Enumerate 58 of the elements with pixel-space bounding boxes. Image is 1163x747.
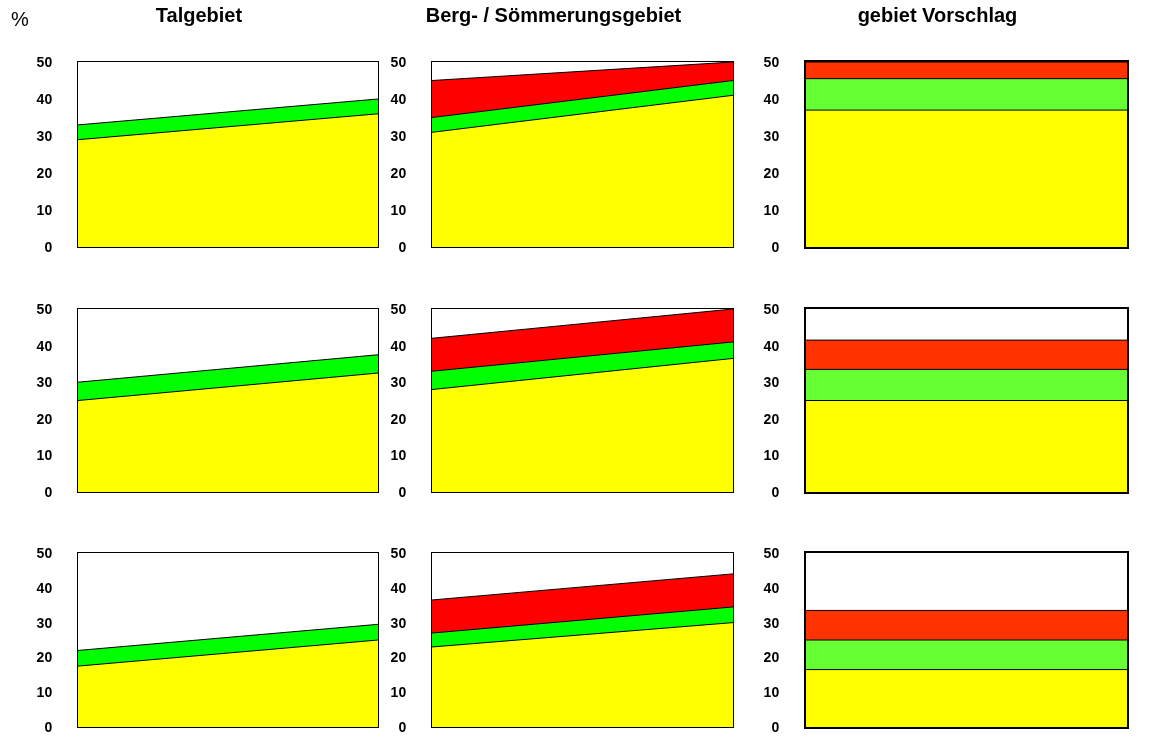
y-tick-label: 50 bbox=[763, 544, 780, 561]
y-tick-label: 40 bbox=[763, 579, 780, 596]
y-tick-label: 50 bbox=[36, 53, 53, 70]
y-tick-label: 50 bbox=[36, 300, 53, 317]
y-tick-label: 10 bbox=[36, 684, 53, 701]
y-tick-label: 30 bbox=[390, 127, 407, 144]
y-tick-label: 10 bbox=[36, 201, 53, 218]
y-tick-label: 0 bbox=[44, 483, 53, 500]
y-tick-label: 10 bbox=[390, 684, 407, 701]
y-tick-label: 20 bbox=[36, 164, 53, 181]
chart-title: Talgebiet bbox=[155, 4, 243, 26]
y-tick-label: 10 bbox=[390, 447, 407, 464]
y-tick-label: 20 bbox=[390, 164, 407, 181]
y-tick-label: 0 bbox=[398, 483, 407, 500]
y-tick-label: 40 bbox=[390, 90, 407, 107]
y-tick-label: 0 bbox=[771, 483, 780, 500]
y-tick-label: 0 bbox=[44, 238, 53, 255]
y-tick-label: 10 bbox=[763, 201, 780, 218]
y-tick-label: 0 bbox=[398, 238, 407, 255]
y-tick-label: 40 bbox=[36, 90, 53, 107]
y-tick-label: 0 bbox=[771, 238, 780, 255]
y-tick-label: 50 bbox=[390, 300, 407, 317]
y-tick-label: 50 bbox=[390, 544, 407, 561]
y-tick-label: 30 bbox=[763, 614, 780, 631]
y-tick-label: 40 bbox=[390, 337, 407, 354]
y-tick-label: 20 bbox=[36, 410, 53, 427]
y-tick-label: 20 bbox=[763, 164, 780, 181]
y-tick-label: 20 bbox=[390, 410, 407, 427]
y-tick-label: 10 bbox=[390, 201, 407, 218]
y-tick-label: 10 bbox=[36, 447, 53, 464]
chart-title: gebiet Vorschlag bbox=[857, 4, 1018, 26]
y-tick-label: 50 bbox=[390, 53, 407, 70]
y-tick-label: 0 bbox=[398, 718, 407, 735]
y-tick-label: 10 bbox=[763, 447, 780, 464]
y-tick-label: 20 bbox=[763, 410, 780, 427]
y-tick-label: 30 bbox=[36, 374, 53, 391]
y-tick-label: 40 bbox=[763, 90, 780, 107]
chart-title: Berg- / Sömmerungsgebiet bbox=[425, 4, 682, 26]
y-tick-label: 20 bbox=[36, 649, 53, 666]
y-tick-label: 40 bbox=[390, 579, 407, 596]
y-tick-label: 10 bbox=[763, 684, 780, 701]
y-tick-label: 30 bbox=[390, 374, 407, 391]
y-tick-label: 50 bbox=[763, 300, 780, 317]
y-tick-label: 30 bbox=[763, 127, 780, 144]
y-tick-label: 40 bbox=[36, 337, 53, 354]
y-tick-label: 0 bbox=[44, 718, 53, 735]
y-tick-label: 40 bbox=[36, 579, 53, 596]
y-tick-label: 50 bbox=[36, 544, 53, 561]
y-tick-label: 30 bbox=[36, 614, 53, 631]
y-tick-label: 30 bbox=[763, 374, 780, 391]
y-tick-label: 20 bbox=[763, 649, 780, 666]
y-tick-label: 0 bbox=[771, 718, 780, 735]
y-axis-title: % bbox=[11, 8, 29, 30]
y-tick-label: 40 bbox=[763, 337, 780, 354]
y-tick-label: 50 bbox=[763, 53, 780, 70]
y-tick-label: 30 bbox=[390, 614, 407, 631]
y-tick-label: 20 bbox=[390, 649, 407, 666]
y-tick-label: 30 bbox=[36, 127, 53, 144]
